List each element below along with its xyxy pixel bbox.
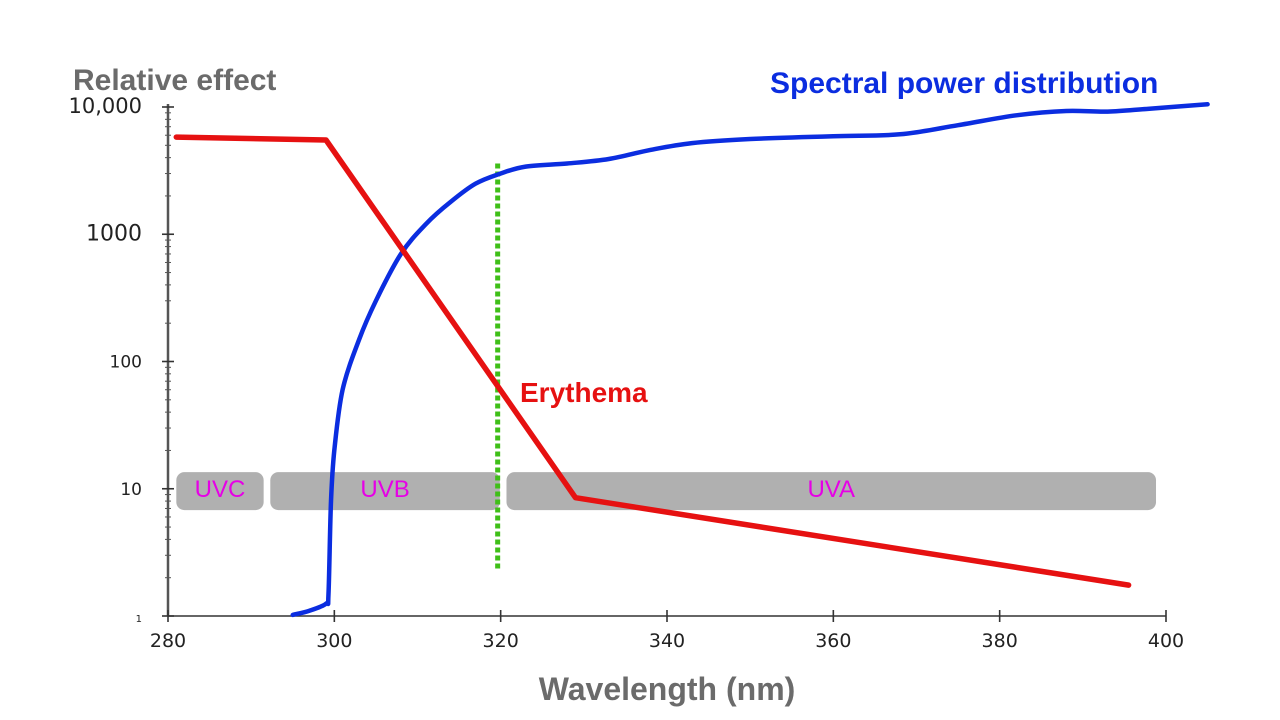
band-label-uvc: UVC (195, 476, 246, 503)
x-axis-label: Wavelength (nm) (539, 671, 796, 707)
y-tick-label: 10 (120, 480, 142, 500)
band-uvb (270, 472, 500, 511)
series-layer (173, 102, 1210, 618)
y-tick-label: 100 (110, 353, 142, 373)
labels-layer: Relative effect Wavelength (nm) Spectral… (73, 64, 1158, 707)
axes: 1 10 100 1000 10,000 280 300 320 340 360 380 400 (69, 94, 1185, 652)
x-tick-label: 360 (815, 630, 851, 652)
band-uvc (176, 472, 264, 511)
x-tick-label: 320 (483, 630, 519, 652)
x-tick-label: 400 (1148, 630, 1184, 652)
x-tick-label: 300 (316, 630, 352, 652)
y-minor-ticks (165, 112, 171, 579)
series-label-spd: Spectral power distribution (770, 67, 1158, 100)
x-tick-label: 380 (982, 630, 1018, 652)
spd-curve (290, 102, 1210, 618)
x-tick-label: 340 (649, 630, 685, 652)
erythema-curve (173, 134, 1132, 588)
y-tick-label: 1 (136, 614, 142, 625)
y-tick-label: 1000 (86, 221, 142, 246)
y-tick-label: 10,000 (69, 94, 142, 118)
band-label-uva: UVA (807, 476, 855, 503)
y-axis-label: Relative effect (73, 64, 276, 97)
band-uva (506, 472, 1157, 511)
x-tick-label: 280 (150, 630, 186, 652)
series-label-erythema: Erythema (520, 377, 648, 408)
band-label-uvb: UVB (360, 476, 409, 503)
band-layer: UVC UVB UVA (176, 472, 1157, 511)
